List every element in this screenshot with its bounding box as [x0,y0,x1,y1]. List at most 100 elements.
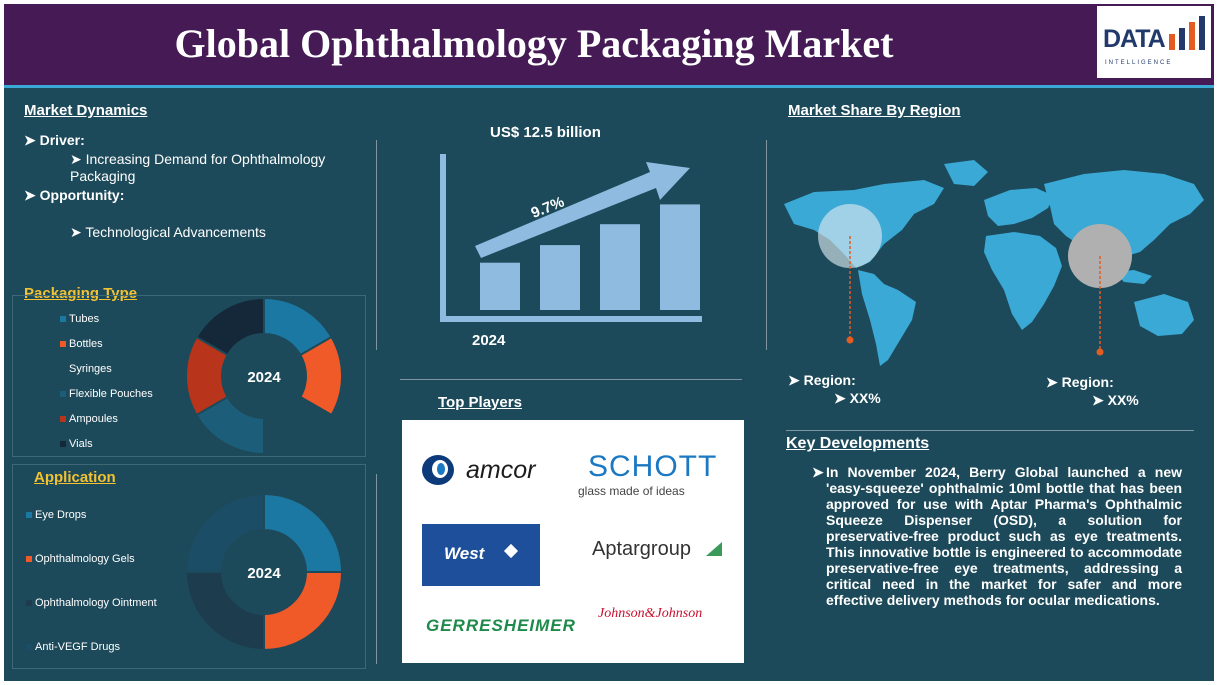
opportunity-item-text: Technological Advancements [85,224,266,240]
packaging-legend-label: Vials [69,438,93,450]
growth-arrow [475,162,690,258]
opportunity-label-text: Opportunity: [39,187,125,203]
application-center-label: 2024 [247,565,281,582]
opportunity-label: ➤ Opportunity: [24,187,125,203]
divider [766,140,767,350]
aptargroup-logo: Aptargroup [592,538,732,568]
packaging-legend-label: Syringes [69,363,112,375]
logo-bar [1189,22,1195,50]
application-legend-label: Ophthalmology Ointment [35,597,157,609]
infographic: Global Ophthalmology Packaging Market DA… [4,4,1214,681]
key-developments-bullet: ➤ [812,464,824,480]
header-banner: Global Ophthalmology Packaging Market DA… [4,4,1214,88]
packaging-legend-label: Bottles [69,338,103,350]
divider [400,379,742,380]
logo-bar [1169,34,1175,50]
application-legend-item: Eye Drops [26,509,86,521]
west-logo: West [422,524,540,586]
packaging-hole [222,334,306,418]
packaging-legend-item: Ampoules [60,413,118,425]
region-title: Market Share By Region [788,102,961,119]
growth-bar [600,224,640,310]
growth-bar [660,204,700,310]
region-right-label-text: Region: [1061,374,1114,390]
axis-x [440,316,702,322]
packaging-legend-item: Syringes [60,363,112,375]
world-map [784,160,1204,366]
driver-label: ➤ Driver: [24,132,85,148]
application-hole [222,530,306,614]
aptar-leaf-icon [706,542,722,556]
packaging-legend-swatch [60,366,66,372]
gerresheimer-name: GERRESHEIMER [426,616,576,635]
schott-logo: SCHOTT glass made of ideas [578,450,738,500]
application-legend-swatch [26,556,32,562]
amcor-name: amcor [466,456,536,484]
region-pin-right [1096,348,1104,356]
application-legend-item: Anti-VEGF Drugs [26,641,120,653]
region-left-label: ➤ Region: [788,372,856,388]
aptargroup-name: Aptargroup [592,538,691,560]
application-legend-swatch [26,512,32,518]
gerresheimer-logo: GERRESHEIMER [426,616,575,642]
application-title: Application [34,469,116,486]
application-legend-swatch [26,600,32,606]
packaging-legend-item: Flexible Pouches [60,388,153,400]
application-legend-label: Ophthalmology Gels [35,553,135,565]
top-players-title: Top Players [438,394,522,411]
logo-word: DATA [1103,25,1166,53]
region-left-value: ➤ XX% [834,390,881,406]
key-developments-title: Key Developments [786,435,930,452]
application-legend-label: Anti-VEGF Drugs [35,641,120,653]
west-diamond-icon [503,543,519,559]
packaging-legend-swatch [60,316,66,322]
driver-item-text: Increasing Demand for Ophthalmology Pack… [70,151,326,184]
axis-y [440,154,446,322]
packaging-legend-swatch [60,416,66,422]
packaging-legend-item: Vials [60,438,93,450]
growth-bar-graphic: 9.7% [440,154,702,322]
packaging-legend-label: Ampoules [69,413,118,425]
page-title: Global Ophthalmology Packaging Market [174,21,894,66]
region-left-label-text: Region: [803,372,856,388]
application-legend-swatch [26,644,32,650]
region-right-value-text: XX% [1107,392,1139,408]
packaging-type-title: Packaging Type [24,285,138,302]
region-right-value: ➤ XX% [1092,392,1139,408]
application-legend-label: Eye Drops [35,509,87,521]
driver-item: ➤ Increasing Demand for Ophthalmology Pa… [70,151,326,184]
amcor-logo: amcor [420,450,560,490]
packaging-type-box [12,295,366,457]
schott-name: SCHOTT [588,450,718,483]
packaging-legend-swatch [60,341,66,347]
region-pin-left [846,336,854,344]
driver-label-text: Driver: [39,132,85,148]
amcor-icon [422,455,454,485]
packaging-legend-swatch [60,441,66,447]
packaging-legend-label: Flexible Pouches [69,388,153,400]
divider [376,140,377,350]
growth-bar [480,262,520,310]
packaging-legend-label: Tubes [69,313,100,325]
schott-tagline: glass made of ideas [578,484,685,498]
packaging-donut-chart: 2024 [185,296,343,456]
packaging-legend-item: Bottles [60,338,103,350]
opportunity-item: ➤ Technological Advancements [70,224,266,240]
packaging-center-label: 2024 [247,369,281,386]
logo-bar [1179,28,1185,50]
application-legend-item: Ophthalmology Gels [26,553,135,565]
growth-bar [540,245,580,310]
west-name: West [444,544,485,563]
year-label: 2024 [472,332,506,349]
logo-tagline: INTELLIGENCE [1105,60,1173,66]
divider [376,474,377,664]
datam-logo: DATA INTELLIGENCE [1097,6,1211,78]
divider [786,430,1194,431]
top-players-logos: amcor SCHOTT glass made of ideas West Ap… [402,420,744,663]
key-developments-text: In November 2024, Berry Global launched … [826,464,1182,608]
packaging-legend-item: Tubes [60,313,99,325]
application-box [12,464,366,669]
market-dynamics-title: Market Dynamics [24,102,148,119]
johnson-johnson-logo: Johnson&Johnson [598,604,738,630]
application-legend-item: Ophthalmology Ointment [26,597,157,609]
